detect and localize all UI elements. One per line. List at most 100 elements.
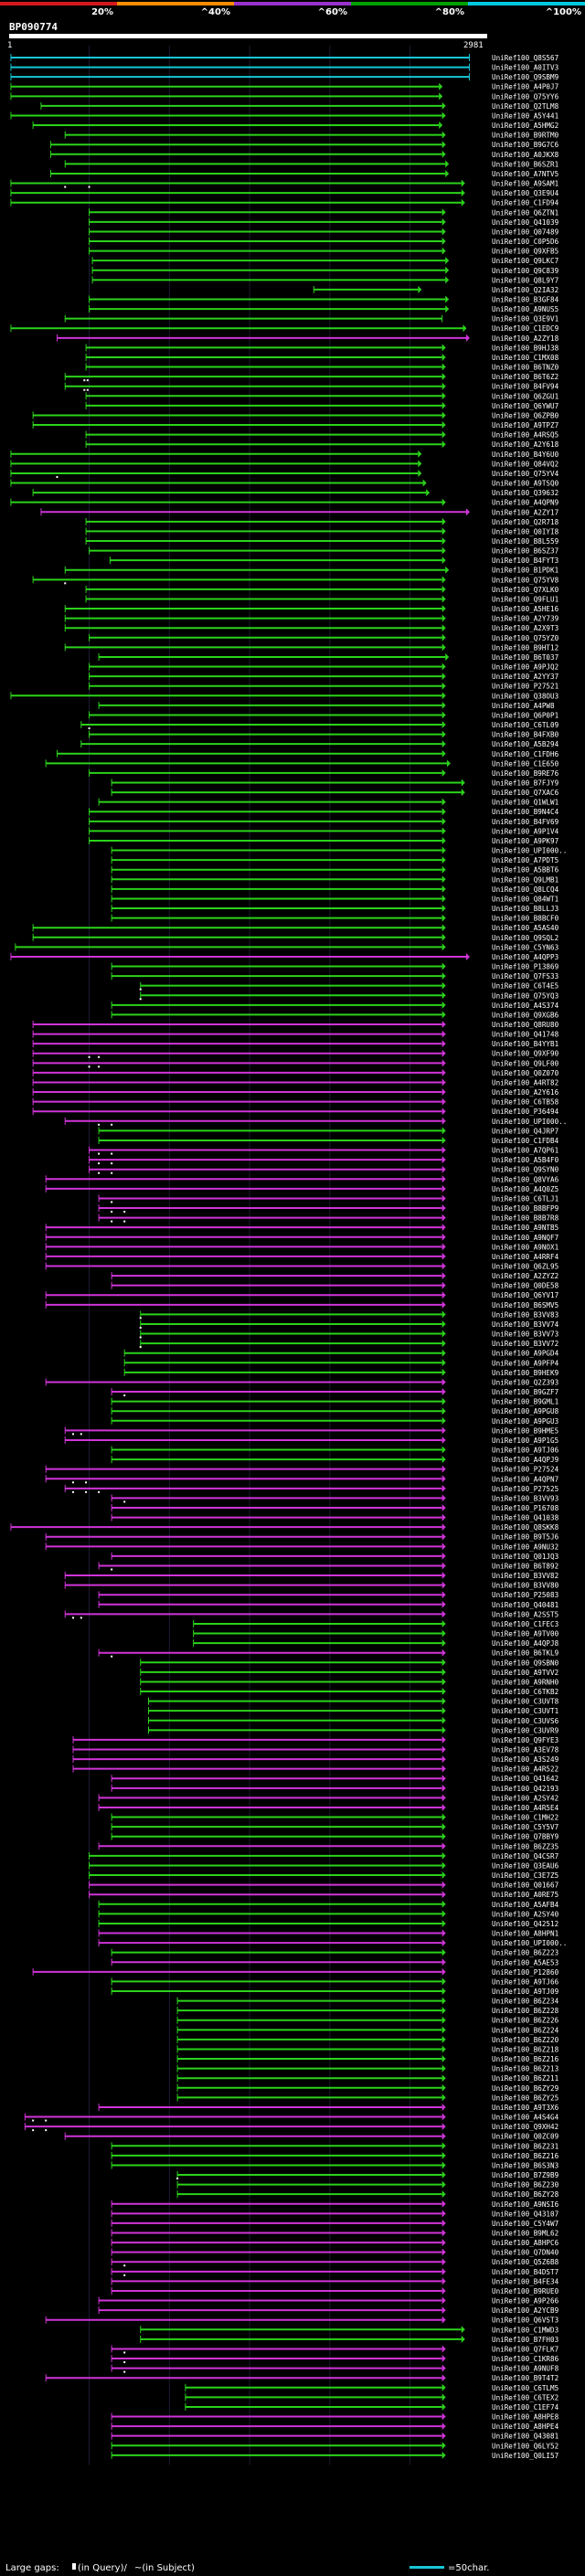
hit-label[interactable]: UniRef100_A4R5E4: [492, 1804, 559, 1812]
hit-row[interactable]: UniRef100_A9NTB5: [45, 1224, 558, 1232]
hit-row[interactable]: UniRef100_C6T4E5: [139, 981, 558, 991]
hit-label[interactable]: UniRef100_Q8S567: [492, 54, 558, 62]
hit-row[interactable]: UniRef100_B6Z223: [111, 1948, 558, 1957]
hit-row[interactable]: UniRef100_Q6ZL95: [45, 1262, 558, 1271]
hit-label[interactable]: UniRef100_B3VV74: [492, 1320, 559, 1329]
hit-label[interactable]: UniRef100_A9PJQ2: [492, 663, 558, 672]
hit-label[interactable]: UniRef100_A8HPC6: [492, 2239, 559, 2247]
hit-row[interactable]: UniRef100_A3EV78: [72, 1745, 559, 1754]
hit-row[interactable]: UniRef100_B4FE34: [111, 2277, 559, 2285]
hit-label[interactable]: UniRef100_A9RNH0: [492, 1678, 559, 1686]
hit-label[interactable]: UniRef100_B8BFP9: [492, 1204, 559, 1213]
hit-label[interactable]: UniRef100_P27524: [492, 1466, 559, 1474]
hit-row[interactable]: UniRef100_P12860: [32, 1967, 559, 1977]
hit-row[interactable]: UniRef100_B8B7R8: [98, 1214, 559, 1223]
hit-label[interactable]: UniRef100_A4P0J7: [492, 83, 558, 91]
hit-row[interactable]: UniRef100_Q9SYN0: [89, 1165, 559, 1174]
hit-label[interactable]: UniRef100_A8HPE4: [492, 2422, 559, 2431]
hit-row[interactable]: UniRef100_A4QPN9: [10, 498, 559, 507]
hit-row[interactable]: UniRef100_A4P0J7: [10, 82, 558, 91]
hit-label[interactable]: UniRef100_B6S3N3: [492, 2161, 558, 2169]
hit-row[interactable]: UniRef100_A9NQF7: [45, 1233, 558, 1242]
hit-row[interactable]: UniRef100_A5AS40: [32, 924, 559, 932]
hit-label[interactable]: UniRef100_B6Z220: [492, 2036, 559, 2044]
hit-label[interactable]: UniRef100_P13869: [492, 963, 559, 971]
hit-label[interactable]: UniRef100_B9HT12: [492, 643, 558, 652]
hit-label[interactable]: UniRef100_A2SST5: [492, 1610, 558, 1618]
hit-label[interactable]: UniRef100_B3VV73: [492, 1330, 558, 1339]
hit-row[interactable]: UniRef100_A9PFP4: [123, 1359, 559, 1367]
hit-label[interactable]: UniRef100_Q9SBM9: [492, 73, 559, 81]
hit-row[interactable]: UniRef100_B6TKL9: [98, 1648, 559, 1658]
hit-label[interactable]: UniRef100_Q75YV8: [492, 576, 559, 584]
hit-label[interactable]: UniRef100_C1FDB4: [492, 1137, 559, 1145]
hit-row[interactable]: UniRef100_A9P1V4: [89, 827, 559, 835]
hit-row[interactable]: UniRef100_B6Z213: [176, 2064, 558, 2073]
hit-label[interactable]: UniRef100_B9HJ38: [492, 344, 559, 352]
hit-row[interactable]: UniRef100_B6ZY28: [176, 2190, 559, 2199]
hit-row[interactable]: UniRef100_A9TV00: [193, 1629, 559, 1638]
hit-row[interactable]: UniRef100_Q42512: [98, 1919, 558, 1928]
hit-label[interactable]: UniRef100_B3VV80: [492, 1582, 559, 1590]
hit-row[interactable]: UniRef100_A9PGU8: [111, 1407, 559, 1415]
hit-row[interactable]: UniRef100_C1MWD3: [140, 2326, 558, 2334]
hit-label[interactable]: UniRef100_Q6ZL95: [492, 1263, 558, 1271]
hit-row[interactable]: UniRef100_C6TEX2: [185, 2393, 558, 2401]
hit-row[interactable]: UniRef100_B8L559: [85, 537, 559, 546]
hit-label[interactable]: UniRef100_B6ZZ35: [492, 1842, 558, 1850]
hit-row[interactable]: UniRef100_B9HJ38: [85, 344, 559, 352]
hit-row[interactable]: UniRef100_A9NUF8: [111, 2364, 559, 2373]
hit-label[interactable]: UniRef100_C3UVR9: [492, 1726, 559, 1734]
hit-label[interactable]: UniRef100_B6ZY25: [492, 2094, 558, 2102]
hit-label[interactable]: UniRef100_Q7BBY9: [492, 1833, 559, 1841]
hit-label[interactable]: UniRef100_B6Z230: [492, 2181, 559, 2189]
hit-row[interactable]: UniRef100_Q6LY52: [111, 2442, 558, 2450]
hit-label[interactable]: UniRef100_Q9LF00: [492, 1059, 559, 1067]
hit-label[interactable]: UniRef100_A9SAM1: [492, 180, 559, 188]
hit-label[interactable]: UniRef100_Q0ZC09: [492, 2133, 559, 2141]
hit-label[interactable]: UniRef100_A9NUS5: [492, 305, 558, 313]
hit-row[interactable]: UniRef100_Q4CSR7: [89, 1851, 559, 1860]
hit-label[interactable]: UniRef100_Q75YV4: [492, 470, 559, 478]
hit-label[interactable]: UniRef100_Q01667: [492, 1882, 558, 1890]
hit-row[interactable]: UniRef100_A9NSI6: [111, 2200, 559, 2209]
hit-label[interactable]: UniRef100_P16708: [492, 1504, 559, 1512]
hit-row[interactable]: UniRef100_Q41039: [89, 217, 559, 227]
hit-label[interactable]: UniRef100_B8L559: [492, 537, 559, 546]
hit-label[interactable]: UniRef100_B9RUE0: [492, 2287, 559, 2295]
hit-row[interactable]: UniRef100_C6TB58: [32, 1097, 559, 1107]
hit-label[interactable]: UniRef100_B6Z213: [492, 2065, 558, 2073]
hit-label[interactable]: UniRef100_A4QPJ8: [492, 1639, 559, 1648]
hit-row[interactable]: UniRef100_Q41642: [111, 1775, 558, 1783]
hit-row[interactable]: UniRef100_A2ZY17: [40, 508, 558, 516]
hit-label[interactable]: UniRef100_A8HPE8: [492, 2413, 559, 2422]
hit-row[interactable]: UniRef100_A7NTV5: [49, 169, 558, 178]
hit-label[interactable]: UniRef100_Q41039: [492, 218, 559, 227]
hit-row[interactable]: UniRef100_B6SMV5: [45, 1300, 558, 1309]
hit-row[interactable]: UniRef100_B9GML1: [111, 1397, 559, 1406]
hit-label[interactable]: UniRef100_B4Y6U0: [492, 451, 559, 459]
hit-row[interactable]: UniRef100_P36494: [32, 1108, 559, 1116]
hit-row[interactable]: UniRef100_A9PGU3: [111, 1416, 558, 1426]
hit-label[interactable]: UniRef100_Q9LMB1: [492, 875, 559, 884]
hit-row[interactable]: UniRef100_Q1WLW1: [98, 798, 559, 807]
hit-label[interactable]: UniRef100_C1MH22: [492, 1814, 558, 1822]
hit-row[interactable]: UniRef100_Q7BBY9: [111, 1832, 559, 1841]
hit-label[interactable]: UniRef100_B6SMV5: [492, 1301, 558, 1309]
hit-row[interactable]: UniRef100_Q5Z6B8: [111, 2258, 559, 2267]
hit-label[interactable]: UniRef100_Q75YZ0: [492, 634, 559, 642]
hit-label[interactable]: UniRef100_A7QP61: [492, 1147, 559, 1155]
hit-label[interactable]: UniRef100_Q75YY6: [492, 92, 559, 101]
hit-row[interactable]: UniRef100_B4YYB1: [32, 1040, 559, 1048]
hit-row[interactable]: UniRef100_A9NOX1: [45, 1243, 559, 1251]
hit-row[interactable]: UniRef100_Q9SBM9: [10, 73, 559, 81]
hit-row[interactable]: UniRef100_A0JKX8: [49, 150, 559, 159]
hit-row[interactable]: UniRef100_B9HT12: [64, 643, 558, 652]
hit-label[interactable]: UniRef100_B8LLJ3: [492, 905, 558, 913]
hit-label[interactable]: UniRef100_B6T6Z2: [492, 373, 558, 381]
hit-row[interactable]: UniRef100_B9HEK9: [123, 1368, 559, 1377]
hit-row[interactable]: UniRef100_B6SZR1: [64, 160, 559, 168]
hit-label[interactable]: UniRef100_B9HME5: [492, 1426, 558, 1435]
hit-row[interactable]: UniRef100_A4QPJ9: [111, 1456, 559, 1464]
hit-label[interactable]: UniRef100_Q7DN40: [492, 2249, 559, 2257]
